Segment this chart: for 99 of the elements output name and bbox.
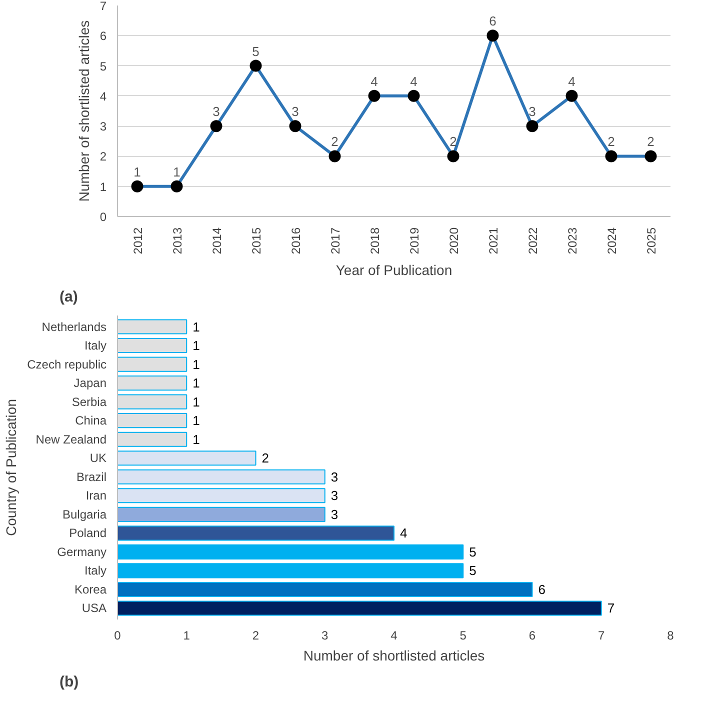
x-tick-label: 5 <box>460 628 467 642</box>
y-tick-label: New Zealand <box>36 432 107 446</box>
y-tick-label: Japan <box>74 376 107 390</box>
data-label: 3 <box>528 104 536 120</box>
x-tick-label: 0 <box>114 628 122 642</box>
x-tick-label: 2019 <box>407 227 422 254</box>
bar <box>118 506 326 522</box>
data-label: 3 <box>330 488 338 504</box>
y-tick-label: UK <box>90 451 106 466</box>
data-label: 4 <box>400 526 408 541</box>
x-tick-label: 4 <box>390 628 398 642</box>
bar <box>118 413 188 428</box>
data-label: 1 <box>192 338 200 354</box>
x-axis-title: Number of shortlisted articles <box>303 648 485 664</box>
data-label: 4 <box>568 74 576 89</box>
data-label: 2 <box>450 134 457 150</box>
bar <box>118 469 326 484</box>
x-tick-label: 2015 <box>249 227 264 254</box>
data-label: 2 <box>608 134 615 150</box>
data-label: 3 <box>330 506 338 522</box>
y-axis-title: Country of Publication <box>3 399 20 536</box>
y-tick-label: China <box>75 414 107 428</box>
y-axis-title: Number of shortlisted articles <box>76 20 92 202</box>
x-tick-label: 2022 <box>526 227 540 254</box>
data-label: 6 <box>538 582 546 597</box>
data-label: 5 <box>469 544 476 560</box>
y-tick-label: Italy <box>84 564 107 578</box>
x-tick-label: 2 <box>252 628 260 642</box>
y-tick-label: Brazil <box>76 470 107 484</box>
x-tick-label: 2012 <box>130 227 145 254</box>
data-label: 3 <box>212 104 220 120</box>
data-label: 2 <box>331 134 338 150</box>
y-tick-label: Italy <box>84 338 107 353</box>
x-tick-label: 2018 <box>368 227 382 254</box>
data-label: 7 <box>607 600 615 616</box>
y-tick-label: 1 <box>100 180 107 194</box>
bar <box>118 432 188 447</box>
data-label: 4 <box>370 74 378 89</box>
y-tick-label: Netherlands <box>42 320 107 334</box>
bar <box>118 544 464 560</box>
x-tick-label: 2025 <box>644 227 658 254</box>
bar <box>118 319 188 334</box>
y-tick-label: Czech republic <box>27 357 107 372</box>
data-label: 5 <box>469 563 476 578</box>
y-tick-label: Iran <box>86 488 107 503</box>
data-label: 1 <box>192 319 200 334</box>
data-label: 1 <box>134 164 141 180</box>
y-tick-label: 0 <box>100 210 107 224</box>
x-tick-label: 1 <box>183 628 190 642</box>
y-tick-label: 3 <box>100 120 107 134</box>
y-tick-label: 5 <box>100 59 107 74</box>
x-tick-label: 2020 <box>446 227 461 254</box>
x-tick-label: 7 <box>598 628 606 642</box>
y-tick-label: 6 <box>100 29 107 44</box>
data-label: 3 <box>330 469 338 484</box>
data-label: 1 <box>192 432 200 447</box>
y-tick-label: USA <box>82 601 107 616</box>
x-tick-label: 2023 <box>565 227 580 254</box>
y-tick-label: Bulgaria <box>62 507 107 522</box>
y-tick-label: 4 <box>100 89 107 104</box>
x-axis-title: Year of Publication <box>336 262 452 278</box>
text: (a) <box>60 288 78 306</box>
bar <box>118 526 394 541</box>
bar <box>118 376 188 391</box>
y-tick-label: Korea <box>74 582 107 596</box>
x-tick-label: 2021 <box>486 227 500 254</box>
y-tick-label: 7 <box>100 0 107 13</box>
data-label: 2 <box>647 134 654 150</box>
x-tick-label: 2024 <box>604 227 619 254</box>
data-label: 1 <box>173 164 180 180</box>
bar <box>118 582 533 598</box>
data-label: 1 <box>192 394 200 410</box>
data-label: 3 <box>292 104 299 120</box>
x-tick-label: 2013 <box>170 227 184 254</box>
data-label: 2 <box>262 450 269 466</box>
x-tick-label: 2014 <box>210 227 224 254</box>
data-label: 5 <box>252 44 260 59</box>
x-tick-label: 3 <box>322 628 329 642</box>
x-tick-label: 2017 <box>328 227 342 254</box>
bar <box>118 356 188 372</box>
data-label: 6 <box>489 14 496 29</box>
bar <box>118 450 256 466</box>
y-tick-label: 2 <box>100 150 107 164</box>
bar <box>118 563 464 578</box>
x-tick-label: 2016 <box>288 227 303 254</box>
y-tick-label: Poland <box>69 526 107 540</box>
data-label: 4 <box>410 74 418 89</box>
text: (b) <box>60 674 79 690</box>
x-tick-label: 6 <box>528 628 536 642</box>
data-label: 1 <box>192 413 200 428</box>
y-tick-label: Serbia <box>72 394 107 409</box>
bar <box>118 338 188 354</box>
data-label: 1 <box>192 376 200 391</box>
x-tick-label: 8 <box>667 628 674 642</box>
y-tick-label: Germany <box>57 544 107 559</box>
bar <box>118 600 602 616</box>
bar <box>118 488 326 504</box>
data-label: 1 <box>192 356 200 372</box>
bar <box>118 394 188 410</box>
